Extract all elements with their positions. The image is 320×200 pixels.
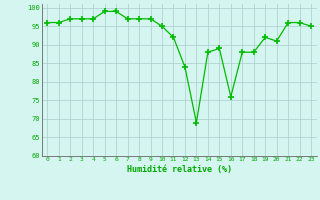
X-axis label: Humidité relative (%): Humidité relative (%) xyxy=(127,165,232,174)
